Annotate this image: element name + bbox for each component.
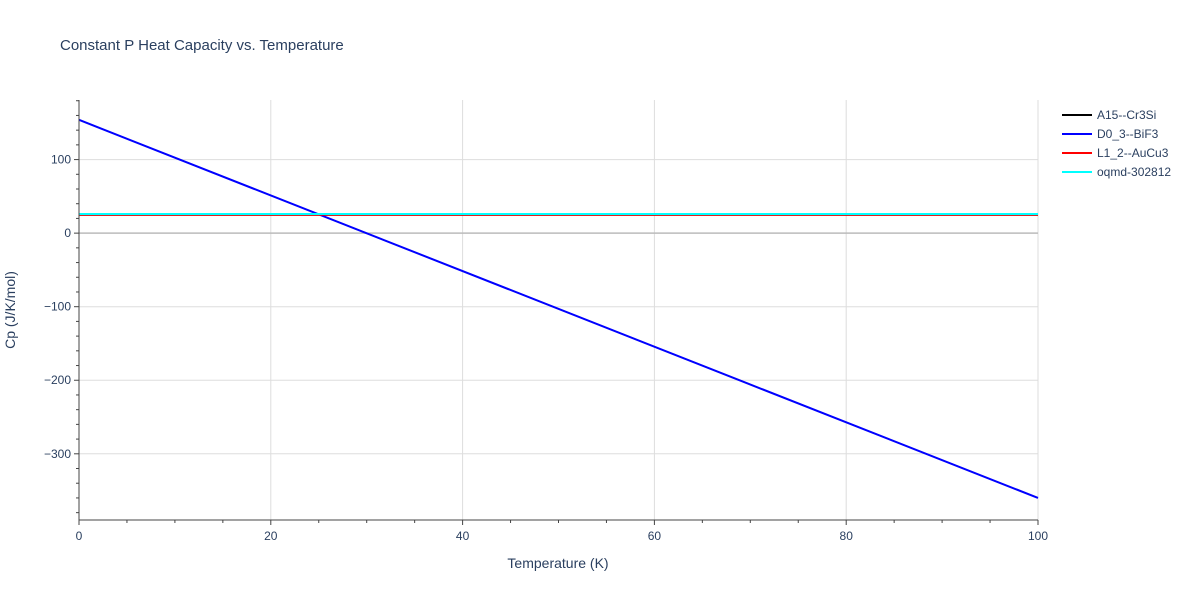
y-tick-label: 0 <box>64 226 71 240</box>
y-tick-labels: −300 −200 −100 0 100 <box>44 153 71 461</box>
axes <box>74 100 1039 525</box>
y-tick-label: 100 <box>51 153 71 167</box>
legend-label: D0_3--BiF3 <box>1097 127 1159 141</box>
y-tick-label: −100 <box>44 300 71 314</box>
legend-item: L1_2--AuCu3 <box>1062 146 1169 160</box>
y-tick-label: −300 <box>44 447 71 461</box>
legend-item: oqmd-302812 <box>1062 165 1171 179</box>
legend-label: oqmd-302812 <box>1097 165 1171 179</box>
grid <box>79 100 1039 520</box>
legend-label: L1_2--AuCu3 <box>1097 146 1169 160</box>
legend-item: A15--Cr3Si <box>1062 108 1156 122</box>
x-axis-title: Temperature (K) <box>507 555 608 571</box>
y-tick-label: −200 <box>44 373 71 387</box>
legend: A15--Cr3Si D0_3--BiF3 L1_2--AuCu3 oqmd-3028… <box>1062 108 1171 179</box>
x-tick-labels: 0 20 40 60 80 100 <box>76 529 1049 543</box>
x-tick-label: 100 <box>1028 529 1048 543</box>
plot-lines <box>78 118 1039 499</box>
legend-label: A15--Cr3Si <box>1097 108 1156 122</box>
chart-title: Constant P Heat Capacity vs. Temperature <box>60 37 344 54</box>
x-tick-label: 20 <box>264 529 278 543</box>
x-tick-label: 40 <box>456 529 470 543</box>
x-tick-label: 0 <box>76 529 83 543</box>
x-tick-label: 60 <box>648 529 662 543</box>
legend-item: D0_3--BiF3 <box>1062 127 1159 141</box>
series-line-D0_3--BiF3 <box>78 118 1039 499</box>
y-axis-title: Cp (J/K/mol) <box>2 271 18 349</box>
x-tick-label: 80 <box>840 529 854 543</box>
